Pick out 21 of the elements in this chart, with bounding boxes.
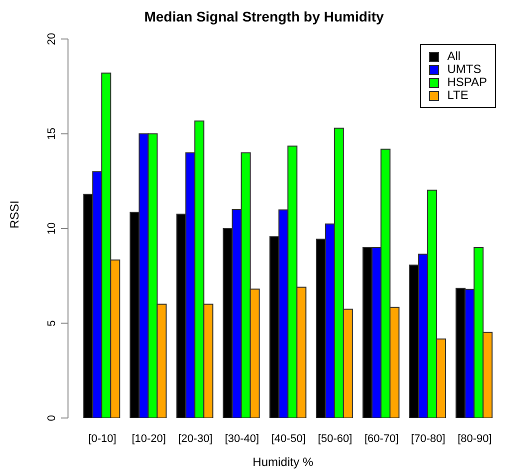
x-tick-label: [40-50] xyxy=(271,432,306,445)
legend-label: HSPAP xyxy=(447,75,487,89)
x-tick-label: [50-60] xyxy=(318,432,352,445)
y-tick-label: 0 xyxy=(46,414,58,422)
y-tick-label: 20 xyxy=(46,32,58,46)
x-tick-label: [30-40] xyxy=(224,432,260,445)
chart-title: Median Signal Strength by Humidity xyxy=(144,8,384,25)
x-tick-label: [10-20] xyxy=(132,432,166,445)
y-tick-label: 10 xyxy=(46,222,58,235)
x-tick-label: [0-10] xyxy=(88,432,116,445)
x-tick-label: [80-90] xyxy=(458,432,492,445)
legend-label: UMTS xyxy=(447,62,482,76)
legend-label: LTE xyxy=(447,88,468,102)
y-tick-label: 15 xyxy=(46,128,58,140)
legend-label: All xyxy=(447,49,461,63)
x-tick-label: [60-70] xyxy=(364,432,399,445)
x-tick-label: [20-30] xyxy=(178,432,213,445)
y-axis-title: RSSI xyxy=(7,200,22,228)
x-axis-title: Humidity % xyxy=(252,455,314,469)
y-tick-label: 5 xyxy=(46,320,58,326)
x-tick-label: [70-80] xyxy=(411,432,446,445)
